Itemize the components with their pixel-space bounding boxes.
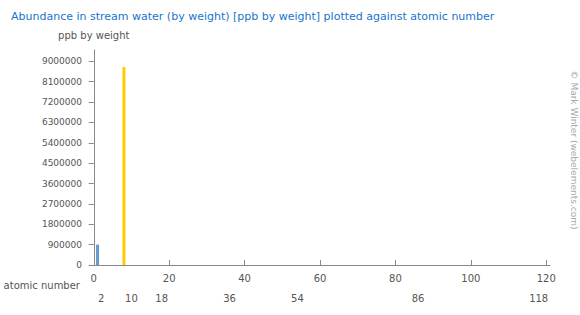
svg-text:2700000: 2700000 [42, 199, 82, 209]
svg-text:3600000: 3600000 [42, 179, 82, 189]
svg-text:0: 0 [76, 260, 82, 270]
svg-text:7200000: 7200000 [42, 97, 82, 107]
svg-text:Abundance in stream water (by: Abundance in stream water (by weight) [p… [11, 10, 495, 23]
svg-text:5400000: 5400000 [42, 138, 82, 148]
svg-text:900000: 900000 [48, 240, 83, 250]
svg-text:© Mark Winter (webelements.com: © Mark Winter (webelements.com) [569, 71, 579, 230]
svg-text:0: 0 [91, 273, 97, 284]
svg-text:ppb by weight: ppb by weight [58, 30, 129, 41]
svg-text:atomic number: atomic number [4, 280, 81, 291]
svg-text:118: 118 [529, 293, 548, 304]
svg-text:40: 40 [238, 273, 251, 284]
svg-text:18: 18 [155, 293, 168, 304]
svg-text:100: 100 [461, 273, 480, 284]
svg-text:4500000: 4500000 [42, 158, 82, 168]
svg-text:86: 86 [412, 293, 425, 304]
svg-text:2: 2 [98, 293, 104, 304]
svg-text:9000000: 9000000 [42, 56, 82, 66]
svg-text:1800000: 1800000 [42, 219, 82, 229]
svg-text:36: 36 [223, 293, 236, 304]
svg-text:20: 20 [163, 273, 176, 284]
svg-text:120: 120 [537, 273, 556, 284]
svg-text:6300000: 6300000 [42, 117, 82, 127]
svg-text:80: 80 [389, 273, 402, 284]
svg-text:8100000: 8100000 [42, 77, 82, 87]
svg-text:10: 10 [125, 293, 138, 304]
svg-text:60: 60 [314, 273, 327, 284]
svg-text:54: 54 [291, 293, 304, 304]
